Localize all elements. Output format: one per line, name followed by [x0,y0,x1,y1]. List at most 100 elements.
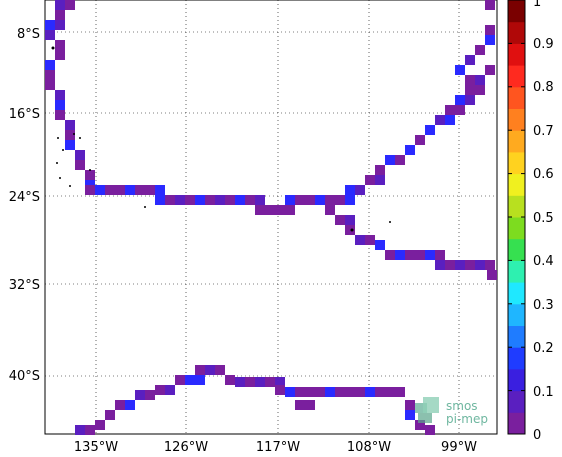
lon-label-135w: 135°W [74,440,118,455]
data-cell [55,100,65,110]
data-cell [275,377,285,387]
data-cell [445,115,455,125]
data-cell [55,110,65,120]
data-cell [185,375,195,385]
data-cell [335,195,345,205]
data-cell [65,140,75,150]
data-cell [55,90,65,100]
data-cell [155,195,165,205]
data-cell [125,185,135,195]
data-cell [145,185,155,195]
data-cell [425,425,435,435]
data-cell [145,390,155,400]
data-cell [255,205,265,215]
data-cell [225,195,235,205]
data-cell [195,375,205,385]
data-cell [487,270,497,280]
data-cell [425,250,435,260]
colorbar-tick-0.2: 0.2 [533,341,554,356]
data-cell [485,65,495,75]
data-cell [75,150,85,160]
data-cell [345,195,355,205]
lon-label-108w: 108°W [347,440,391,455]
data-cell [175,195,185,205]
data-cell [385,155,395,165]
data-cell [85,425,95,435]
data-cell [375,175,385,185]
colorbar-tick-0.4: 0.4 [533,254,554,269]
data-cell [345,215,355,225]
data-cell [45,70,55,80]
data-cell [465,85,475,95]
data-cell [345,225,355,235]
data-cell [65,0,75,10]
data-cell [275,385,285,395]
data-cell [325,205,335,215]
data-cell [255,377,265,387]
colorbar-tick-0.8: 0.8 [533,80,554,95]
data-cell [235,377,245,387]
data-cell [205,365,215,375]
lat-label-24s: 24°S [9,190,40,205]
logo-text-smos: smos [446,399,478,413]
smos-pimep-logo: smos pi-mep [415,397,488,426]
data-cell [195,365,205,375]
data-cell [415,250,425,260]
data-cell [115,185,125,195]
lat-label-32s: 32°S [9,278,40,293]
data-cell [325,387,335,397]
data-cell [175,375,185,385]
data-cell [365,175,375,185]
data-cell [285,387,295,397]
data-cell [365,235,375,245]
data-cell [275,205,285,215]
data-cell [305,400,315,410]
lat-label-16s: 16°S [9,107,40,122]
data-cell [375,165,385,175]
data-cell [285,195,295,205]
data-cell [395,250,405,260]
data-cell [405,400,415,410]
data-cell [305,387,315,397]
data-cell [345,185,355,195]
data-cell [195,195,205,205]
data-cell [475,45,485,55]
data-cell [185,195,195,205]
data-cell [55,10,65,20]
data-cell [405,410,415,420]
data-cell [165,195,175,205]
data-cell [295,387,305,397]
data-cell [285,205,295,215]
data-cell [135,390,145,400]
data-cell [355,235,365,245]
data-cell [485,0,495,10]
data-cell [485,25,495,35]
data-cells [45,0,497,435]
data-cell [315,195,325,205]
lon-label-99w: 99°W [441,440,477,455]
data-cell [345,387,355,397]
data-cell [405,250,415,260]
data-cell [205,195,215,205]
colorbar-tick-0: 0 [533,428,541,443]
colorbar-tick-0.6: 0.6 [533,167,554,182]
data-cell [295,400,305,410]
data-cell [295,195,305,205]
data-cell [425,125,435,135]
data-cell [465,95,475,105]
data-cell [455,65,465,75]
data-cell [95,420,105,430]
data-cell [315,387,325,397]
data-cell [415,420,425,430]
data-cell [415,135,425,145]
data-cell [385,250,395,260]
data-cell [435,260,445,270]
data-cell [45,20,55,30]
data-cell [445,105,455,115]
lat-label-8s: 8°S [17,27,40,42]
data-cell [325,195,335,205]
data-cell [215,365,225,375]
data-cell [265,205,275,215]
data-cell [455,260,465,270]
data-cell [485,260,495,270]
